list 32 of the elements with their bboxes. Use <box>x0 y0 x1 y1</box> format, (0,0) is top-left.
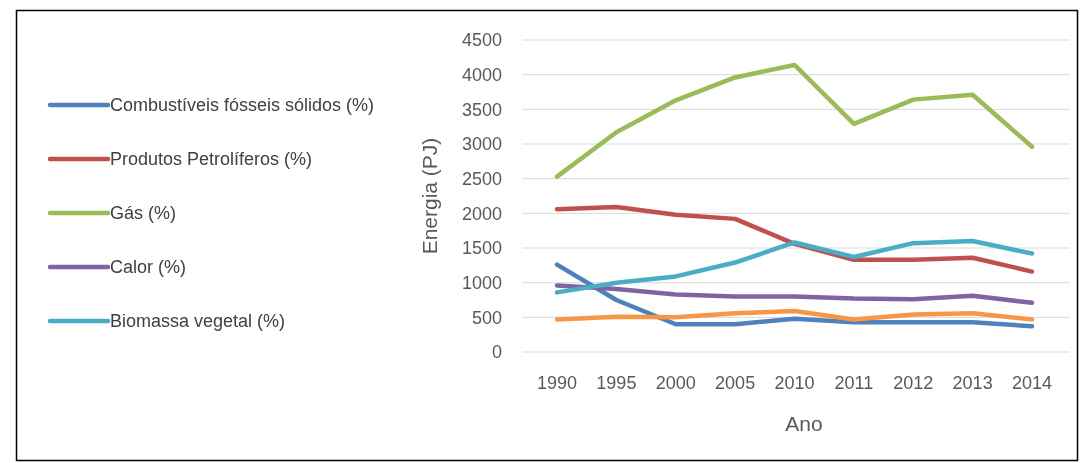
x-axis-title: Ano <box>785 412 823 435</box>
line-series <box>554 62 1035 179</box>
x-tick-label: 2013 <box>952 373 993 393</box>
legend-label: Produtos Petrolíferos (%) <box>110 149 313 169</box>
x-tick-label: 2010 <box>774 373 815 393</box>
y-tick-label: 4500 <box>461 30 502 51</box>
legend-label: Calor (%) <box>110 257 187 277</box>
x-tick-label: 2014 <box>1011 373 1053 393</box>
y-tick-label: 4000 <box>461 64 502 85</box>
y-tick-label: 3000 <box>461 134 502 155</box>
x-tick-label: 2000 <box>655 373 696 393</box>
y-tick-label: 500 <box>471 307 502 328</box>
x-tick-label: 1995 <box>596 373 637 393</box>
x-tick-label: 2011 <box>834 373 874 393</box>
y-tick-label: 2500 <box>461 168 502 189</box>
x-tick-label: 1990 <box>536 373 578 393</box>
y-tick-label: 1500 <box>461 238 502 259</box>
legend-label: Combustíveis fósseis sólidos (%) <box>110 95 375 115</box>
line-series <box>554 262 1035 329</box>
line-series <box>554 238 1035 295</box>
y-tick-label: 1000 <box>461 272 502 293</box>
line-series <box>554 283 1035 306</box>
y-axis-title: Energia (PJ) <box>418 137 441 255</box>
line-series <box>554 204 1035 274</box>
x-tick-label: 2012 <box>893 373 934 393</box>
x-tick-label: 2005 <box>715 373 756 393</box>
legend-label: Biomassa vegetal (%) <box>110 311 286 331</box>
y-tick-label: 2000 <box>461 203 502 224</box>
legend-label: Gás (%) <box>110 203 177 223</box>
y-tick-label: 3500 <box>461 99 502 120</box>
y-tick-label: 0 <box>491 342 502 363</box>
line-series <box>554 308 1035 322</box>
